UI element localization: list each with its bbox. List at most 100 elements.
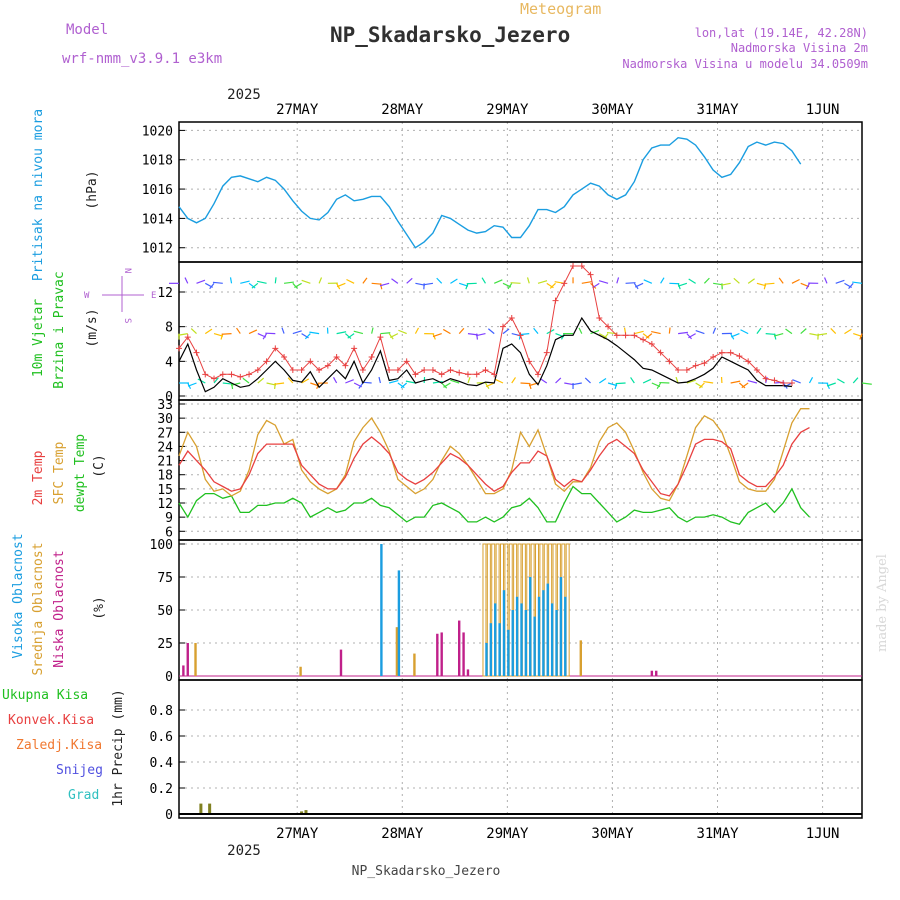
clouds-ytick-label: 50 [157, 604, 173, 619]
chart-panels: 1012101410161018102004812691215182124273… [142, 102, 872, 842]
wind-direction-arrow [436, 277, 443, 284]
wind-direction-arrow [196, 279, 206, 284]
cloud-high-bar [537, 596, 541, 676]
wind-direction-arrow [533, 327, 539, 334]
wind-direction-arrow [441, 382, 448, 389]
wind-gust-marker [316, 367, 323, 373]
wind-gust-marker [421, 367, 428, 373]
wind-direction-arrow [642, 333, 650, 339]
wind-direction-arrow [808, 377, 814, 384]
cloud-mid-bar [413, 653, 416, 676]
wind-gust-marker [788, 380, 795, 386]
wind-direction-arrow [733, 277, 740, 284]
cloud-mid-bar [482, 543, 487, 677]
wind-unit: (m/s) [85, 308, 100, 347]
cloud-side-label-high: Visoka Oblacnost [11, 533, 26, 658]
wind-direction-arrow [848, 282, 854, 290]
compass-n: N [122, 268, 132, 273]
wind-direction-arrow [476, 333, 479, 340]
wind-ytick-label: 0 [165, 390, 173, 405]
wind-direction-arrow [487, 328, 495, 335]
cloud-high-bar [502, 590, 506, 676]
wind-direction-arrow [643, 279, 653, 284]
wind-direction-arrow [688, 278, 696, 284]
wind-direction-arrow [713, 282, 723, 286]
wind-gust-marker [648, 341, 655, 347]
cloud-high-bar [494, 603, 497, 676]
temp-unit: (C) [92, 454, 107, 477]
temperature-ytick-label: 33 [157, 398, 173, 413]
wind-direction-arrow [190, 328, 197, 335]
cloud-high-bar [555, 610, 558, 676]
wind-direction-arrow [400, 382, 408, 389]
day-label-bottom: 28MAY [381, 826, 424, 842]
pressure-ytick-label: 1018 [142, 154, 173, 169]
wind-gust-marker [298, 367, 305, 373]
cloud-high-bar [498, 623, 501, 676]
precip-label-frozen: Zaledj.Kisa [16, 738, 102, 753]
wind-direction-arrow [817, 333, 828, 336]
wind-direction-arrow [467, 376, 471, 384]
cloud-mid-bar [395, 627, 399, 676]
wind-direction-arrow [362, 277, 368, 284]
wind-direction-arrow [371, 327, 374, 334]
wind-direction-arrow [686, 379, 696, 384]
wind-gust-marker [736, 353, 743, 360]
wind-direction-arrow [301, 378, 310, 384]
wind-direction-arrow [292, 330, 302, 335]
wind-direction-arrow [721, 282, 731, 286]
wind-direction-arrow [764, 282, 775, 285]
wind-direction-arrow [294, 282, 302, 289]
wind-direction-arrow [406, 277, 413, 284]
wind-direction-arrow [358, 382, 364, 389]
wind-direction-arrow [494, 378, 504, 384]
wind-direction-arrow [257, 377, 265, 384]
wind-gust-marker [211, 375, 218, 382]
wind-direction-arrow [598, 280, 609, 284]
wind-direction-arrow [730, 333, 740, 338]
wind-direction-arrow [668, 327, 671, 334]
wind-direction-arrow [774, 381, 785, 384]
lonlat: lon,lat (19.14E, 42.28N) [695, 26, 868, 40]
cloud-low-bar [182, 665, 185, 676]
wind-direction-arrow [389, 333, 399, 338]
wind-direction-arrow [830, 327, 837, 335]
compass-e: E [151, 291, 156, 301]
precip-unit: 1hr Precip (mm) [111, 689, 126, 806]
wind-direction-arrow [861, 382, 872, 385]
wind-direction-arrow [634, 330, 644, 335]
cloud-high-bar [380, 544, 383, 676]
clouds-ytick-label: 0 [165, 670, 173, 685]
wind-direction-arrow [423, 282, 434, 286]
wind-direction-arrow [397, 382, 405, 389]
wind-side-label-1: 10m Vjetar [31, 299, 46, 377]
day-label-top: 31MAY [696, 102, 739, 118]
wind-direction-arrow [656, 382, 662, 389]
compass-s: S [122, 318, 132, 323]
model-elevation: Nadmorska Visina u modelu 34.0509m [622, 57, 868, 71]
watermark: made by Angel [875, 554, 890, 652]
wind-direction-arrow [537, 280, 548, 284]
cloud-mid-bar [565, 543, 570, 677]
wind-direction-arrow [844, 328, 852, 335]
wind-direction-arrow [213, 377, 219, 384]
wind-direction-arrow [791, 278, 800, 284]
model-label: Model [66, 22, 108, 38]
wind-direction-arrow [432, 333, 442, 338]
wind-gust-marker [587, 271, 594, 278]
cloud-low-bar [436, 633, 439, 676]
temp-side-label-sfc: SFC Temp [52, 442, 67, 505]
wind-gust-marker [307, 358, 314, 365]
wind-gust-marker [246, 371, 253, 378]
precip-bar [300, 811, 304, 814]
pressure-line [178, 136, 802, 249]
wind-direction-arrow [379, 282, 390, 287]
wind-gust-marker [429, 367, 436, 373]
wind-gust-marker [412, 371, 419, 378]
wind-direction-arrow [284, 281, 294, 284]
wind-direction-arrow [826, 382, 836, 387]
wind-gust-marker [394, 367, 401, 373]
wind-gust-marker [578, 263, 585, 269]
wind-gust-marker [482, 367, 489, 373]
wind-direction-arrow [388, 379, 399, 384]
